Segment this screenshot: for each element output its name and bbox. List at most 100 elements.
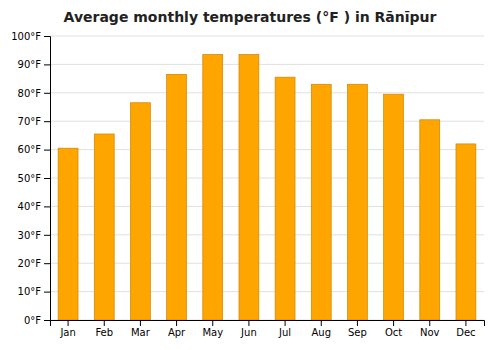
y-tick-mark xyxy=(44,178,50,179)
y-tick-mark xyxy=(44,121,50,122)
x-tick: Nov xyxy=(420,320,440,338)
y-tick-mark xyxy=(44,93,50,94)
x-tick-label: Jan xyxy=(59,327,75,338)
y-tick-mark xyxy=(44,36,50,37)
x-tick-mark xyxy=(104,320,105,326)
x-tick-mark xyxy=(212,320,213,326)
x-tick-label: Oct xyxy=(385,327,402,338)
y-tick: 90°F xyxy=(18,59,50,70)
y-tick: 70°F xyxy=(18,116,50,127)
x-tick-mark xyxy=(285,320,286,326)
x-tick-mark xyxy=(68,320,69,326)
y-tick: 80°F xyxy=(18,88,50,99)
chart: 0°F 10°F 20°F 30°F 40°F 50°F 60°F 70°F 80°F 90°F 1… xyxy=(0,0,500,350)
x-tick-mark xyxy=(393,320,394,326)
y-tick-mark xyxy=(44,320,50,321)
x-tick-mark xyxy=(321,320,322,326)
x-tick-mark xyxy=(357,320,358,326)
x-tick-label: May xyxy=(202,327,223,338)
y-tick-label: 80°F xyxy=(18,88,42,99)
y-tick: 60°F xyxy=(18,144,50,155)
y-tick-label: 0°F xyxy=(24,315,41,326)
x-tick-label: Apr xyxy=(168,327,186,338)
bar xyxy=(94,134,114,320)
y-tick-mark xyxy=(44,263,50,264)
y-tick: 40°F xyxy=(18,201,50,212)
y-tick-label: 90°F xyxy=(18,59,42,70)
bar xyxy=(167,74,187,320)
x-axis: Jan Feb Mar Apr May Jun Jul Aug Sep Oct Nov Dec xyxy=(51,320,485,338)
bar xyxy=(275,77,295,320)
grid-line xyxy=(50,291,484,292)
x-tick: Sep xyxy=(348,320,367,338)
x-tick: Jun xyxy=(240,320,257,338)
x-tick: Apr xyxy=(168,320,186,338)
x-tick-label: Mar xyxy=(131,327,151,338)
bar xyxy=(58,148,78,320)
y-tick: 50°F xyxy=(18,173,50,184)
x-tick-mark xyxy=(465,320,466,326)
x-tick-label: Dec xyxy=(456,327,475,338)
bar xyxy=(203,54,223,320)
grid xyxy=(50,36,484,320)
y-tick-mark xyxy=(44,235,50,236)
x-tick-label: Jul xyxy=(278,327,291,338)
bar xyxy=(311,84,331,320)
y-tick-label: 70°F xyxy=(18,116,42,127)
x-axis-line xyxy=(51,321,485,327)
x-tick-mark xyxy=(140,320,141,326)
y-tick-label: 20°F xyxy=(18,258,42,269)
x-tick: May xyxy=(202,320,223,338)
y-axis: 0°F 10°F 20°F 30°F 40°F 50°F 60°F 70°F 80°F 90°F 1… xyxy=(11,31,50,326)
x-tick-label: Aug xyxy=(311,327,331,338)
y-tick-label: 50°F xyxy=(18,173,42,184)
grid-line xyxy=(50,36,484,37)
x-tick-label: Jun xyxy=(240,327,257,338)
grid-line xyxy=(50,178,484,179)
grid-line xyxy=(50,64,484,65)
y-tick-mark xyxy=(44,150,50,151)
x-tick: Oct xyxy=(385,320,402,338)
plot: 0°F 10°F 20°F 30°F 40°F 50°F 60°F 70°F 80°F 90°F 1… xyxy=(11,31,484,338)
x-tick: Feb xyxy=(95,320,113,338)
title: Average monthly temperatures (°F ) in Rā… xyxy=(64,9,437,25)
grid-line xyxy=(50,234,484,235)
y-tick: 0°F xyxy=(24,315,50,326)
x-tick: Dec xyxy=(456,320,475,338)
x-tick-label: Nov xyxy=(420,327,440,338)
bar xyxy=(239,54,259,320)
y-tick: 20°F xyxy=(18,258,50,269)
bar xyxy=(456,144,476,320)
x-tick: Mar xyxy=(131,320,151,338)
y-tick-label: 100°F xyxy=(11,31,41,42)
y-tick-label: 30°F xyxy=(18,230,42,241)
y-tick-mark xyxy=(44,292,50,293)
bar xyxy=(347,84,367,320)
y-tick-label: 60°F xyxy=(18,144,42,155)
x-tick-mark xyxy=(429,320,430,326)
y-tick: 10°F xyxy=(18,286,50,297)
bar xyxy=(420,120,440,320)
y-tick-label: 40°F xyxy=(18,201,42,212)
y-axis-line xyxy=(44,37,51,321)
grid-line xyxy=(50,206,484,207)
bars xyxy=(58,54,476,320)
x-tick-mark xyxy=(248,320,249,326)
grid-line xyxy=(50,92,484,93)
x-tick: Aug xyxy=(311,320,331,338)
y-tick: 30°F xyxy=(18,230,50,241)
bar xyxy=(130,103,150,320)
x-tick: Jul xyxy=(278,320,291,338)
y-tick-label: 10°F xyxy=(18,286,42,297)
bar xyxy=(384,94,404,320)
x-tick-mark xyxy=(176,320,177,326)
x-tick: Jan xyxy=(59,320,75,338)
x-tick-label: Feb xyxy=(95,327,113,338)
y-tick-mark xyxy=(44,64,50,65)
grid-line xyxy=(50,149,484,150)
grid-line xyxy=(50,121,484,122)
grid-line xyxy=(50,263,484,264)
y-tick: 100°F xyxy=(11,31,50,42)
y-tick-mark xyxy=(44,206,50,207)
x-tick-label: Sep xyxy=(348,327,367,338)
